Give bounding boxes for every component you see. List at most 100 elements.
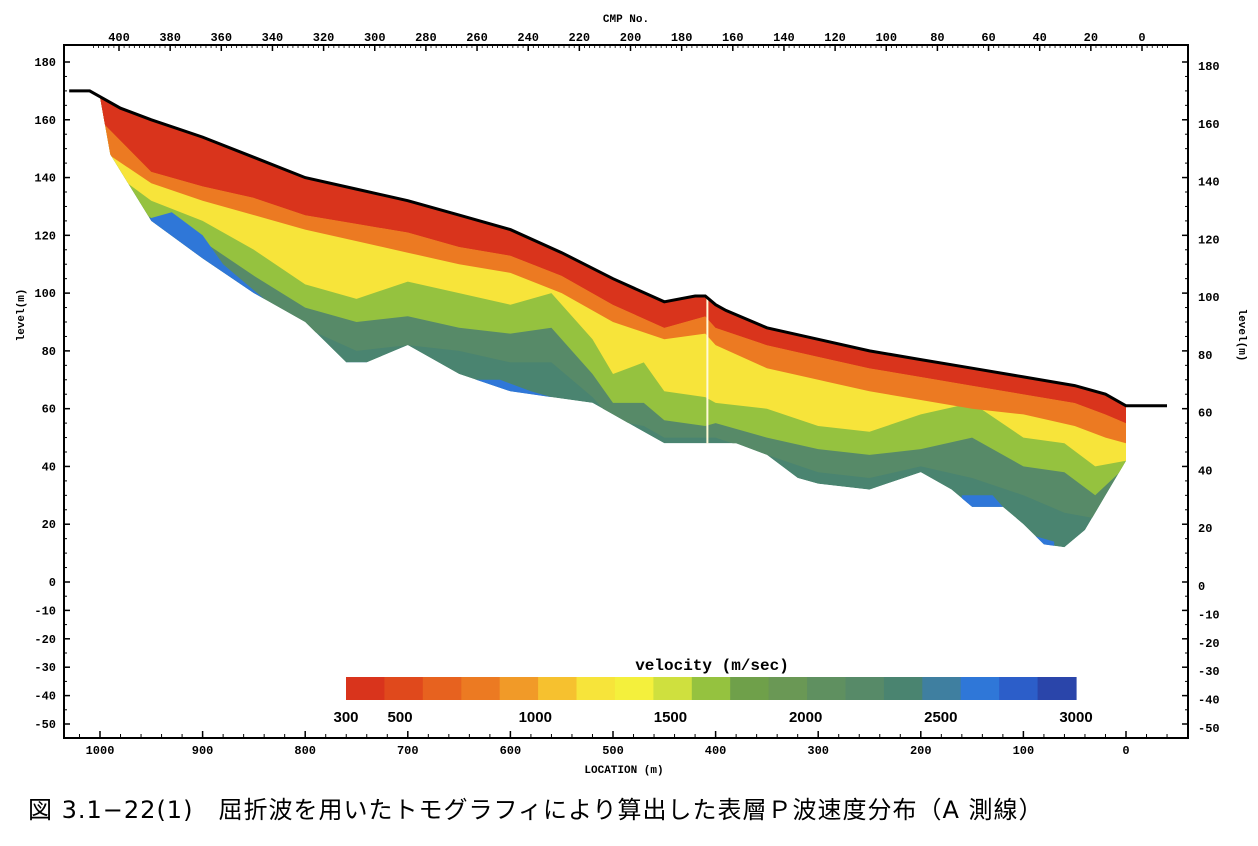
x-tick-label-top: 300 (364, 31, 386, 45)
y-tick-label-left: -40 (34, 690, 56, 704)
left-axis-label: level(m) (16, 289, 28, 342)
x-tick-label-top: 60 (981, 31, 995, 45)
x-tick-label-bottom: 600 (500, 744, 522, 758)
colorbar-swatch (960, 677, 1000, 700)
colorbar-tick-label: 2000 (789, 709, 822, 726)
colorbar-tick-label: 1000 (519, 709, 552, 726)
ground-surface-line (69, 89, 1167, 408)
x-tick-label-bottom: 900 (192, 744, 214, 758)
colorbar-swatch (422, 677, 462, 700)
x-tick-label-top: 40 (1032, 31, 1046, 45)
colorbar-tick-label: 1500 (654, 709, 687, 726)
x-tick-label-top: 0 (1138, 31, 1145, 45)
colorbar-tick-label: 300 (333, 709, 358, 726)
x-tick-label-bottom: 100 (1013, 744, 1035, 758)
y-tick-label-left: 100 (34, 287, 56, 301)
y-tick-label-left: 0 (49, 576, 56, 590)
y-tick-label-left: -10 (34, 604, 56, 618)
colorbar-tick-label: 500 (388, 709, 413, 726)
colorbar-swatch (691, 677, 731, 700)
colorbar-swatch (576, 677, 616, 700)
y-tick-label-left: 20 (42, 518, 56, 532)
x-tick-label-top: 400 (108, 31, 130, 45)
y-tick-label-right: 120 (1198, 233, 1220, 247)
x-tick-label-top: 140 (773, 31, 795, 45)
colorbar-swatch (499, 677, 539, 700)
y-tick-label-left: 160 (34, 114, 56, 128)
x-tick-label-top: 220 (569, 31, 591, 45)
x-tick-label-bottom: 500 (602, 744, 624, 758)
colorbar-swatch (653, 677, 693, 700)
colorbar-swatch (730, 677, 770, 700)
y-tick-label-left: 40 (42, 460, 56, 474)
axis-ticks: 180 180 160 160 140 140 120 120 100 100 80 80 60 60 40… (34, 31, 1219, 758)
colorbar-swatch (807, 677, 847, 700)
x-tick-label-top: 160 (722, 31, 744, 45)
colorbar-swatch (538, 677, 578, 700)
y-tick-label-right: 80 (1198, 349, 1212, 363)
colorbar-swatch (384, 677, 424, 700)
y-tick-label-right: -50 (1198, 722, 1220, 736)
x-tick-label-top: 180 (671, 31, 693, 45)
colorbar-swatch (614, 677, 654, 700)
bottom-axis-label: LOCATION (m) (584, 765, 663, 777)
velocity-band (100, 96, 1126, 496)
y-tick-label-right: 60 (1198, 407, 1212, 421)
x-tick-label-bottom: 200 (910, 744, 932, 758)
y-tick-label-right: 100 (1198, 291, 1220, 305)
y-tick-label-right: -10 (1198, 608, 1220, 622)
y-tick-label-left: 120 (34, 229, 56, 243)
x-tick-label-bottom: 0 (1122, 744, 1129, 758)
y-tick-label-left: 140 (34, 172, 56, 186)
x-tick-label-top: 320 (313, 31, 335, 45)
high-velocity-pocket (469, 379, 552, 548)
right-axis-label: level(m) (1235, 309, 1247, 362)
colorbar-tick-label: 3000 (1059, 709, 1092, 726)
y-tick-label-left: 80 (42, 345, 56, 359)
colorbar-title: velocity (m/sec) (635, 657, 789, 675)
velocity-layers (100, 96, 1126, 548)
y-tick-label-right: 160 (1198, 118, 1220, 132)
x-tick-label-top: 200 (620, 31, 642, 45)
colorbar-swatch (922, 677, 962, 700)
x-tick-label-top: 240 (517, 31, 539, 45)
x-tick-label-top: 100 (875, 31, 897, 45)
colorbar-swatch (346, 677, 385, 700)
x-tick-label-bottom: 300 (807, 744, 829, 758)
x-tick-label-top: 80 (930, 31, 944, 45)
y-tick-label-right: 140 (1198, 176, 1220, 190)
y-tick-label-right: 0 (1198, 580, 1205, 594)
x-tick-label-bottom: 1000 (86, 744, 115, 758)
x-tick-label-bottom: 800 (294, 744, 316, 758)
y-tick-label-left: -50 (34, 718, 56, 732)
colorbar-swatch (768, 677, 808, 700)
top-axis-label: CMP No. (603, 14, 649, 26)
y-tick-label-right: 40 (1198, 464, 1212, 478)
y-tick-label-left: -30 (34, 661, 56, 675)
colorbar-swatch (461, 677, 501, 700)
x-tick-label-top: 380 (159, 31, 181, 45)
y-tick-label-right: 20 (1198, 522, 1212, 536)
x-tick-label-bottom: 700 (397, 744, 419, 758)
colorbar-swatch (1037, 677, 1077, 700)
x-tick-label-top: 20 (1084, 31, 1098, 45)
colorbar: 300 500 1000 1500 2000 2500 3000 (333, 677, 1093, 726)
y-tick-label-left: -20 (34, 633, 56, 647)
x-tick-label-top: 120 (824, 31, 846, 45)
x-tick-label-top: 340 (262, 31, 284, 45)
x-tick-label-top: 280 (415, 31, 437, 45)
x-tick-label-bottom: 400 (705, 744, 727, 758)
y-tick-label-left: 180 (34, 56, 56, 70)
y-tick-label-left: 60 (42, 403, 56, 417)
x-tick-label-top: 260 (466, 31, 488, 45)
colorbar-swatch (999, 677, 1039, 700)
y-tick-label-right: -30 (1198, 665, 1220, 679)
colorbar-tick-label: 2500 (924, 709, 957, 726)
y-tick-label-right: -40 (1198, 694, 1220, 708)
y-tick-label-right: 180 (1198, 60, 1220, 74)
colorbar-swatch (845, 677, 885, 700)
plot-frame (63, 44, 1189, 739)
y-tick-label-right: -20 (1198, 637, 1220, 651)
profiles (69, 89, 1167, 408)
